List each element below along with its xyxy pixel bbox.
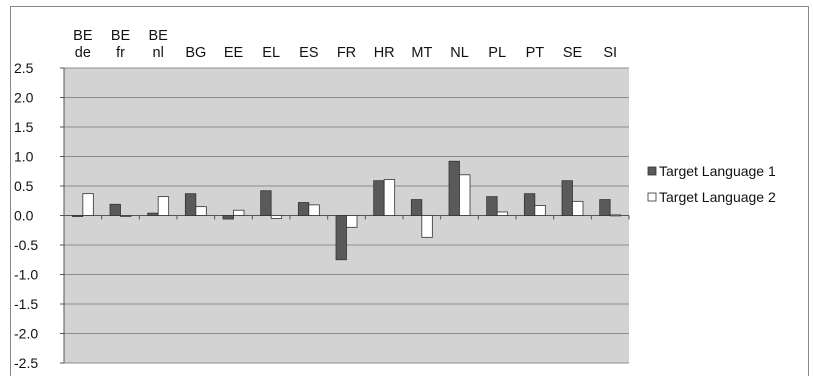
category-label: NL	[450, 45, 469, 61]
legend-label: Target Language 1	[659, 163, 776, 179]
bar	[383, 179, 396, 216]
category-label: SI	[603, 45, 617, 61]
category-label: ES	[299, 45, 318, 61]
bar	[335, 215, 347, 261]
category-label: BE	[111, 28, 131, 44]
bar	[496, 211, 509, 216]
bar	[147, 212, 159, 216]
legend-swatch	[647, 192, 657, 202]
bar	[421, 215, 433, 238]
bar	[157, 196, 170, 216]
category-label: de	[75, 45, 91, 61]
category-label: HR	[374, 45, 395, 61]
category-label: EE	[224, 45, 244, 61]
category-label: nl	[153, 45, 164, 61]
bar	[459, 174, 471, 216]
y-tick-label: -1.0	[14, 267, 38, 283]
y-tick-label: 0.0	[14, 208, 34, 224]
bar	[82, 193, 94, 216]
bar	[184, 193, 197, 216]
bar	[233, 209, 245, 216]
bar	[109, 203, 121, 216]
y-tick-label: -2.0	[14, 326, 38, 342]
category-label: BG	[185, 45, 206, 61]
bar	[297, 202, 310, 216]
legend-swatch	[647, 166, 657, 176]
bar	[373, 180, 385, 216]
bar	[609, 214, 622, 217]
category-label: MT	[411, 45, 432, 61]
bar	[195, 206, 207, 216]
y-tick-label: -2.5	[14, 355, 38, 371]
bar	[308, 204, 320, 216]
y-tick-label: -0.5	[14, 237, 38, 253]
y-tick-label: 2.0	[14, 90, 34, 106]
y-tick-label: 0.5	[14, 178, 34, 194]
category-label: PL	[488, 45, 506, 61]
legend-label: Target Language 2	[659, 189, 776, 205]
category-label: SE	[563, 45, 583, 61]
bar	[270, 215, 283, 219]
bar	[120, 215, 132, 217]
y-tick-label: 1.5	[14, 119, 34, 135]
bar	[523, 193, 536, 216]
bar	[599, 199, 611, 216]
bar	[222, 215, 234, 220]
category-label: EL	[262, 45, 280, 61]
category-label: FR	[337, 45, 356, 61]
bar	[71, 215, 84, 217]
y-tick-label: -1.5	[14, 296, 38, 312]
bar	[561, 180, 573, 216]
category-label: BE	[73, 28, 93, 44]
bar	[572, 200, 584, 216]
y-tick-label: 1.0	[14, 149, 34, 165]
chart-border	[10, 6, 809, 376]
bar	[260, 190, 272, 216]
y-tick-label: 2.5	[14, 60, 34, 76]
bar	[346, 215, 358, 228]
bar	[448, 160, 460, 216]
bar	[534, 205, 546, 216]
bar	[486, 196, 498, 216]
category-label: PT	[526, 45, 545, 61]
bar	[410, 199, 423, 216]
category-label: fr	[116, 45, 125, 61]
category-label: BE	[148, 28, 168, 44]
